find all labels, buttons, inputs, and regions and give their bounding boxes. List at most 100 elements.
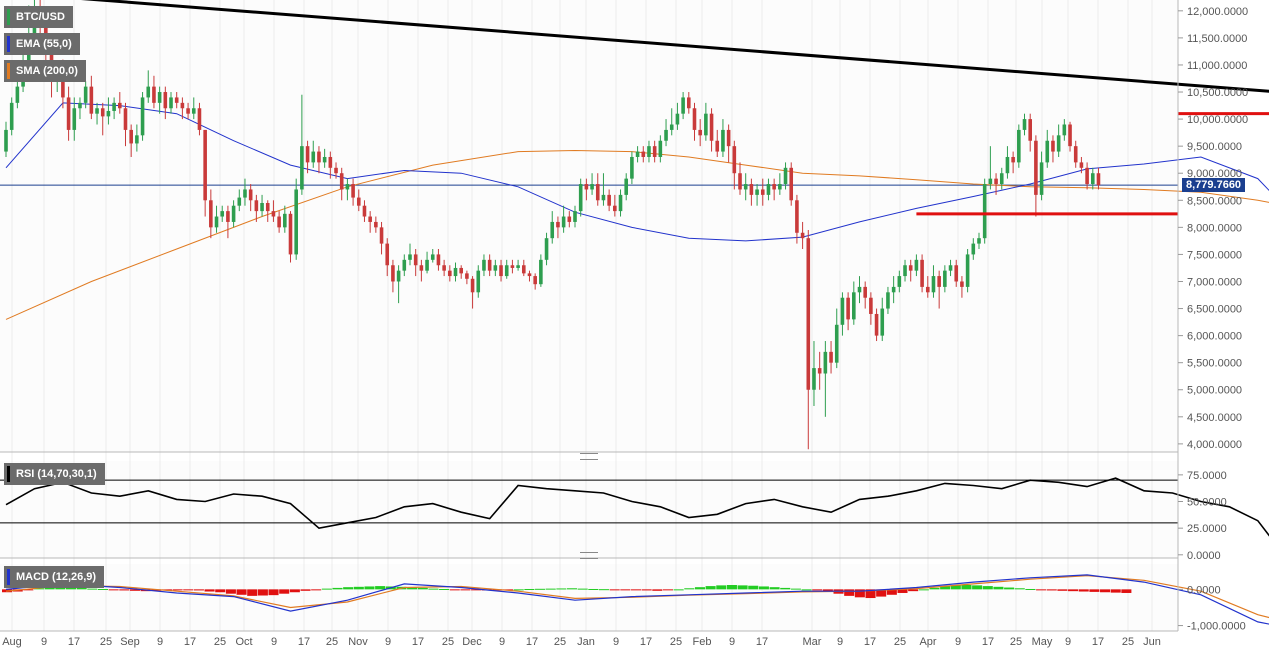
candle-body <box>1056 135 1061 152</box>
pane-resize-handle-macd[interactable] <box>580 552 598 559</box>
rsi-pane-background <box>0 461 1178 558</box>
time-tick-label: 17 <box>298 636 310 648</box>
macd-histogram-bar <box>407 587 418 590</box>
macd-histogram-bar <box>705 586 716 590</box>
price-tick-label: 10,000.0000 <box>1187 114 1248 126</box>
candle-body <box>732 146 737 174</box>
legend-ema[interactable]: EMA (55,0) <box>4 33 80 55</box>
candle-body <box>823 351 828 374</box>
time-tick-label: 25 <box>1010 636 1022 648</box>
time-tick-label: 9 <box>499 636 505 648</box>
ema-55-line <box>5 102 1269 242</box>
macd-histogram-bar <box>279 589 290 594</box>
macd-histogram-bar <box>247 589 258 596</box>
candle-body <box>1017 129 1021 163</box>
candle-body <box>937 276 941 287</box>
legend-swatch <box>7 9 10 25</box>
macd-histogram-bar <box>769 587 780 590</box>
macd-histogram-bar <box>439 588 450 590</box>
last-price-tag: 8,779.7660 <box>1182 178 1246 193</box>
candle-body <box>977 238 981 244</box>
pane-resize-handle-rsi[interactable] <box>580 453 598 460</box>
macd-histogram-bar <box>886 589 897 595</box>
macd-histogram-bar <box>961 585 972 590</box>
last-price-value: 8,779.7660 <box>1186 179 1242 192</box>
candle-body <box>260 202 264 212</box>
macd-histogram-bar <box>1078 589 1089 592</box>
price-tick-label: 9,500.0000 <box>1187 141 1242 153</box>
candle-body <box>453 267 458 277</box>
legend-rsi[interactable]: RSI (14,70,30,1) <box>4 463 105 485</box>
macd-histogram-bar <box>567 588 578 590</box>
macd-histogram-bar <box>812 589 823 591</box>
legend-sma[interactable]: SMA (200,0) <box>4 60 86 82</box>
macd-histogram-bar <box>257 589 268 596</box>
candle-body <box>197 108 202 130</box>
candle-body <box>1045 140 1050 163</box>
macd-histogram-bar <box>609 589 620 591</box>
candle-body <box>544 238 549 260</box>
candle-body <box>379 227 384 244</box>
candle-body <box>385 243 390 266</box>
time-tick-label: 17 <box>756 636 768 648</box>
candle-body <box>931 276 936 293</box>
candle-body <box>630 156 634 179</box>
candle-body <box>504 265 509 277</box>
candle-body <box>561 216 566 228</box>
candle-body <box>914 259 919 271</box>
candle-body <box>613 205 617 212</box>
macd-histogram-bar <box>822 589 833 592</box>
time-tick-label: 17 <box>526 636 538 648</box>
candle-body <box>704 113 708 136</box>
rsi-tick-label: 50.0000 <box>1187 497 1227 509</box>
macd-axis: 0.0000 -1,000.0000 <box>1178 584 1246 633</box>
candle-body <box>89 86 94 114</box>
candle-body <box>624 178 629 195</box>
candle-body <box>772 184 776 190</box>
candle-body <box>601 194 606 201</box>
macd-histogram-bar <box>87 588 98 590</box>
candle-body <box>681 97 685 114</box>
macd-histogram-bar <box>982 586 993 590</box>
candle-body <box>607 194 611 206</box>
time-tick-label: 17 <box>864 636 876 648</box>
macd-histogram-bar <box>620 589 631 591</box>
candle-body <box>214 216 219 228</box>
candle-body <box>254 200 259 212</box>
legend-macd[interactable]: MACD (12,26,9) <box>4 566 105 588</box>
macd-histogram-bar <box>1057 589 1068 591</box>
macd-histogram-bar <box>375 586 386 590</box>
candle-body <box>806 238 811 390</box>
candle-body <box>493 265 498 271</box>
macd-histogram-bar <box>535 588 546 590</box>
candle-body <box>220 211 225 217</box>
candle-body <box>635 151 640 157</box>
candle-body <box>448 270 452 277</box>
candle-body <box>834 324 839 363</box>
candle-body <box>897 276 902 287</box>
candle-body <box>186 108 190 114</box>
price-tick-label: 9,000.0000 <box>1187 168 1242 180</box>
time-tick-label: 9 <box>157 636 163 648</box>
macd-histogram-bar <box>1089 589 1100 592</box>
macd-histogram-bar <box>471 589 482 591</box>
macd-histogram-bar <box>876 589 887 597</box>
candle-body <box>812 368 816 390</box>
rsi-tick-label: 0.0000 <box>1187 550 1221 562</box>
legend-btcusd[interactable]: BTC/USD <box>4 6 73 28</box>
candle-body <box>430 254 435 260</box>
candle-body <box>339 173 344 190</box>
candle-body <box>1090 173 1095 185</box>
price-tick-label: 4,500.0000 <box>1187 412 1242 424</box>
macd-histogram-bar <box>780 587 791 590</box>
candle-body <box>647 146 651 157</box>
candle-body <box>550 221 555 239</box>
macd-histogram-bar <box>1036 589 1047 591</box>
macd-histogram-bar <box>183 589 194 591</box>
macd-histogram-bar <box>662 589 674 591</box>
candle-body <box>920 259 924 287</box>
candle-body <box>203 129 207 201</box>
resistance-trendline[interactable] <box>0 0 1269 133</box>
macd-histogram-bar <box>908 589 919 592</box>
